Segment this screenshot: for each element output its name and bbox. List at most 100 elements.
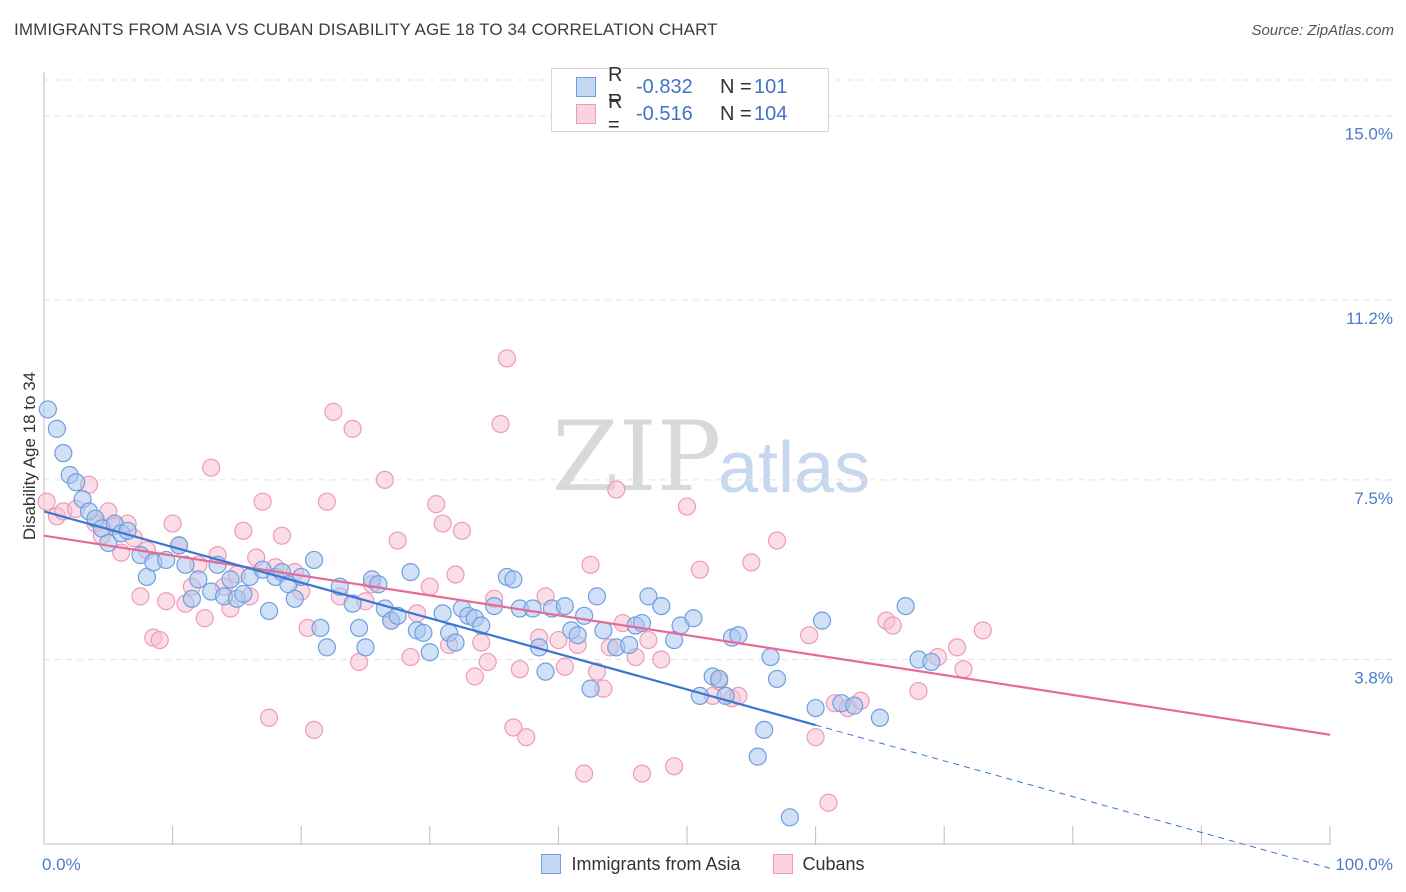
asia-point-77 bbox=[639, 587, 658, 606]
asia-swatch bbox=[541, 854, 562, 874]
asia-point-60 bbox=[504, 570, 523, 589]
asia-point-74 bbox=[620, 635, 639, 655]
cubans-point-79 bbox=[632, 764, 652, 783]
asia-point-90 bbox=[761, 647, 780, 667]
cubans-point-89 bbox=[742, 553, 761, 572]
cubans-point-0 bbox=[37, 492, 56, 511]
cubans-point-64 bbox=[510, 660, 529, 679]
cubans-point-46 bbox=[375, 470, 394, 489]
legend-row-asia: R = -0.832 N = 101 bbox=[576, 64, 788, 109]
r-label: R = bbox=[608, 64, 623, 109]
cubans-point-57 bbox=[465, 667, 484, 686]
asia-point-26 bbox=[234, 584, 253, 604]
cubans-point-51 bbox=[420, 577, 439, 596]
cubans-trend-line bbox=[43, 534, 1331, 736]
asia-point-94 bbox=[812, 611, 832, 630]
asia-swatch bbox=[576, 77, 596, 97]
asia-point-1 bbox=[47, 419, 66, 438]
cubans-point-91 bbox=[800, 626, 819, 645]
cubans-point-73 bbox=[587, 662, 607, 681]
cubans-point-103 bbox=[973, 621, 992, 640]
cubans-point-101 bbox=[947, 638, 967, 657]
cubans-point-49 bbox=[401, 647, 420, 667]
cubans-point-69 bbox=[555, 657, 574, 676]
cubans-point-72 bbox=[581, 555, 600, 574]
cubans-point-23 bbox=[202, 458, 221, 477]
asia-point-18 bbox=[176, 555, 195, 574]
watermark-zip: ZIP bbox=[552, 401, 721, 513]
legend-item-cubans[interactable]: Cubans bbox=[772, 853, 865, 875]
asia-point-35 bbox=[304, 550, 324, 570]
chart-title: IMMIGRANTS FROM ASIA VS CUBAN DISABILITY… bbox=[14, 20, 718, 39]
cubans-point-16 bbox=[157, 592, 176, 611]
asia-point-82 bbox=[690, 686, 709, 706]
cubans-point-76 bbox=[607, 480, 626, 499]
asia-point-2 bbox=[54, 444, 73, 463]
asia-point-62 bbox=[523, 599, 542, 618]
cubans-point-90 bbox=[767, 531, 787, 550]
cubans-point-92 bbox=[806, 728, 825, 747]
cubans-point-63 bbox=[504, 718, 523, 737]
cubans-point-99 bbox=[909, 681, 928, 701]
cubans-point-28 bbox=[234, 521, 253, 540]
asia-point-49 bbox=[414, 623, 433, 642]
asia-point-72 bbox=[594, 621, 613, 640]
asia-point-97 bbox=[870, 708, 890, 727]
cubans-point-58 bbox=[472, 633, 491, 652]
asia-point-81 bbox=[684, 609, 703, 628]
cubans-point-68 bbox=[549, 630, 568, 650]
asia-point-98 bbox=[896, 596, 915, 616]
asia-point-78 bbox=[652, 596, 671, 616]
y-axis-title: Disability Age 18 to 34 bbox=[20, 372, 39, 540]
asia-point-64 bbox=[536, 662, 555, 681]
asia-point-0 bbox=[38, 400, 57, 419]
asia-point-36 bbox=[311, 618, 330, 638]
cubans-swatch bbox=[772, 854, 793, 874]
cubans-point-34 bbox=[272, 526, 292, 545]
y-tick-label: 7.5% bbox=[1354, 489, 1393, 508]
cubans-point-32 bbox=[259, 708, 279, 727]
cubans-point-82 bbox=[665, 757, 684, 776]
asia-point-89 bbox=[755, 720, 774, 739]
asia-point-70 bbox=[581, 679, 600, 698]
asia-point-33 bbox=[285, 589, 304, 608]
asia-point-37 bbox=[317, 638, 337, 657]
cubans-point-61 bbox=[491, 414, 510, 434]
correlation-legend: R = -0.832 N = 101 R = -0.516 N = 104 bbox=[551, 64, 829, 136]
legend-label-cubans: Cubans bbox=[802, 853, 865, 874]
cubans-point-15 bbox=[150, 630, 169, 650]
asia-point-71 bbox=[587, 587, 607, 606]
asia-point-41 bbox=[356, 638, 375, 657]
cubans-swatch bbox=[576, 104, 596, 124]
cubans-point-12 bbox=[131, 587, 150, 606]
asia-point-20 bbox=[189, 570, 208, 589]
cubans-point-55 bbox=[446, 565, 465, 584]
asia-point-39 bbox=[343, 594, 362, 613]
n-value-asia: 101 bbox=[754, 75, 788, 98]
asia-point-47 bbox=[401, 563, 420, 582]
cubans-point-83 bbox=[677, 497, 697, 516]
asia-point-68 bbox=[568, 626, 587, 645]
asia-point-40 bbox=[349, 618, 369, 638]
series-legend: Immigrants from Asia Cubans bbox=[0, 852, 1406, 876]
asia-point-100 bbox=[922, 652, 941, 672]
n-value-cubans: 104 bbox=[754, 102, 788, 125]
asia-point-96 bbox=[845, 696, 864, 715]
cubans-point-39 bbox=[317, 492, 337, 511]
asia-point-93 bbox=[806, 698, 825, 718]
asia-point-19 bbox=[182, 589, 201, 608]
cubans-point-62 bbox=[497, 349, 517, 368]
asia-trend-extension bbox=[815, 724, 1331, 869]
cubans-point-84 bbox=[690, 560, 709, 579]
cubans-point-93 bbox=[819, 793, 838, 812]
cubans-point-52 bbox=[427, 495, 446, 514]
cubans-point-59 bbox=[478, 652, 497, 672]
x-tick-label-max: 100.0% bbox=[1335, 855, 1393, 874]
cubans-point-17 bbox=[163, 514, 182, 533]
y-tick-label: 15.0% bbox=[1345, 125, 1393, 144]
asia-trend-line bbox=[43, 510, 816, 727]
cubans-point-48 bbox=[388, 531, 407, 550]
cubans-point-40 bbox=[324, 402, 343, 421]
legend-item-asia[interactable]: Immigrants from Asia bbox=[541, 854, 741, 875]
